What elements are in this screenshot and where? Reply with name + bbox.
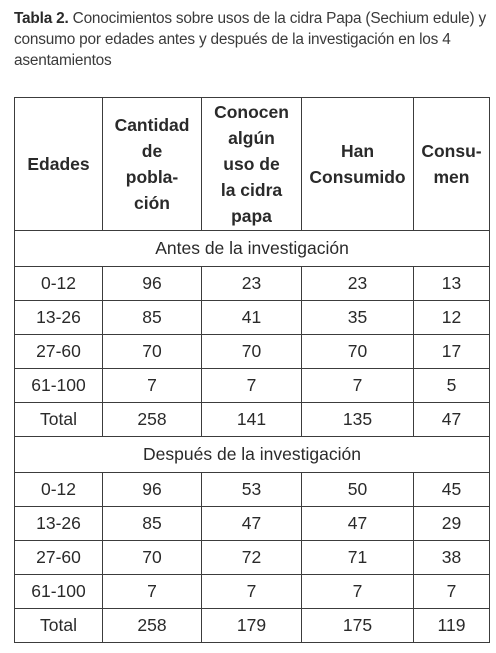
- cell-edades: 13-26: [14, 300, 103, 335]
- header-row: Edades Cantidad de pobla- ción Conocen a…: [14, 97, 490, 231]
- header-edades: Edades: [14, 97, 103, 231]
- cell-poblacion: 70: [102, 334, 202, 369]
- data-table: Edades Cantidad de pobla- ción Conocen a…: [14, 97, 490, 643]
- cell-han-consumido: 71: [301, 540, 414, 575]
- table-body: Antes de la investigación 0-12 96 23 23 13 13-…: [14, 230, 490, 643]
- cell-edades: 27-60: [14, 540, 103, 575]
- cell-conocen: 53: [201, 472, 302, 507]
- cell-han-consumido: 175: [301, 608, 414, 643]
- cell-consumen: 17: [413, 334, 490, 369]
- cell-consumen: 38: [413, 540, 490, 575]
- cell-poblacion: 7: [102, 574, 202, 609]
- cell-edades: 27-60: [14, 334, 103, 369]
- cell-poblacion: 7: [102, 368, 202, 403]
- section-title: Después de la investigación: [14, 436, 490, 473]
- cell-conocen: 179: [201, 608, 302, 643]
- cell-edades: Total: [14, 608, 103, 643]
- cell-consumen: 5: [413, 368, 490, 403]
- table-row: 13-26 85 41 35 12: [14, 300, 490, 335]
- table-row: 61-100 7 7 7 5: [14, 368, 490, 403]
- section-header-row: Antes de la investigación: [14, 230, 490, 267]
- section-header-row: Después de la investigación: [14, 436, 490, 473]
- cell-consumen: 29: [413, 506, 490, 541]
- table-row: 0-12 96 23 23 13: [14, 266, 490, 301]
- header-han-consumido: Han Consumido: [301, 97, 414, 231]
- cell-poblacion: 85: [102, 300, 202, 335]
- cell-conocen: 7: [201, 574, 302, 609]
- cell-edades: 0-12: [14, 266, 103, 301]
- cell-han-consumido: 23: [301, 266, 414, 301]
- cell-conocen: 23: [201, 266, 302, 301]
- cell-han-consumido: 135: [301, 402, 414, 437]
- cell-conocen: 47: [201, 506, 302, 541]
- header-conocen: Conocen algún uso de la cidra papa: [201, 97, 302, 231]
- cell-conocen: 41: [201, 300, 302, 335]
- cell-consumen: 12: [413, 300, 490, 335]
- cell-han-consumido: 50: [301, 472, 414, 507]
- caption-label: Tabla 2.: [14, 10, 69, 27]
- cell-consumen: 7: [413, 574, 490, 609]
- table-row: 61-100 7 7 7 7: [14, 574, 490, 609]
- cell-conocen: 72: [201, 540, 302, 575]
- caption-text: Conocimientos sobre usos de la cidra Pap…: [14, 10, 487, 69]
- cell-poblacion: 258: [102, 608, 202, 643]
- table-row: Total 258 179 175 119: [14, 608, 490, 643]
- table-row: Total 258 141 135 47: [14, 402, 490, 437]
- cell-han-consumido: 47: [301, 506, 414, 541]
- cell-conocen: 7: [201, 368, 302, 403]
- cell-han-consumido: 35: [301, 300, 414, 335]
- cell-conocen: 141: [201, 402, 302, 437]
- cell-edades: 0-12: [14, 472, 103, 507]
- section-title: Antes de la investigación: [14, 230, 490, 267]
- header-cantidad: Cantidad de pobla- ción: [102, 97, 202, 231]
- cell-poblacion: 96: [102, 266, 202, 301]
- cell-edades: 61-100: [14, 574, 103, 609]
- table-row: 13-26 85 47 47 29: [14, 506, 490, 541]
- cell-conocen: 70: [201, 334, 302, 369]
- cell-edades: 61-100: [14, 368, 103, 403]
- cell-poblacion: 258: [102, 402, 202, 437]
- table-caption: Tabla 2. Conocimientos sobre usos de la …: [14, 8, 490, 71]
- cell-edades: Total: [14, 402, 103, 437]
- cell-han-consumido: 7: [301, 574, 414, 609]
- cell-consumen: 47: [413, 402, 490, 437]
- cell-consumen: 119: [413, 608, 490, 643]
- cell-han-consumido: 7: [301, 368, 414, 403]
- cell-poblacion: 70: [102, 540, 202, 575]
- header-consumen: Consu- men: [413, 97, 490, 231]
- table-row: 0-12 96 53 50 45: [14, 472, 490, 507]
- cell-poblacion: 85: [102, 506, 202, 541]
- table-row: 27-60 70 72 71 38: [14, 540, 490, 575]
- table-row: 27-60 70 70 70 17: [14, 334, 490, 369]
- cell-han-consumido: 70: [301, 334, 414, 369]
- cell-consumen: 45: [413, 472, 490, 507]
- cell-poblacion: 96: [102, 472, 202, 507]
- cell-edades: 13-26: [14, 506, 103, 541]
- cell-consumen: 13: [413, 266, 490, 301]
